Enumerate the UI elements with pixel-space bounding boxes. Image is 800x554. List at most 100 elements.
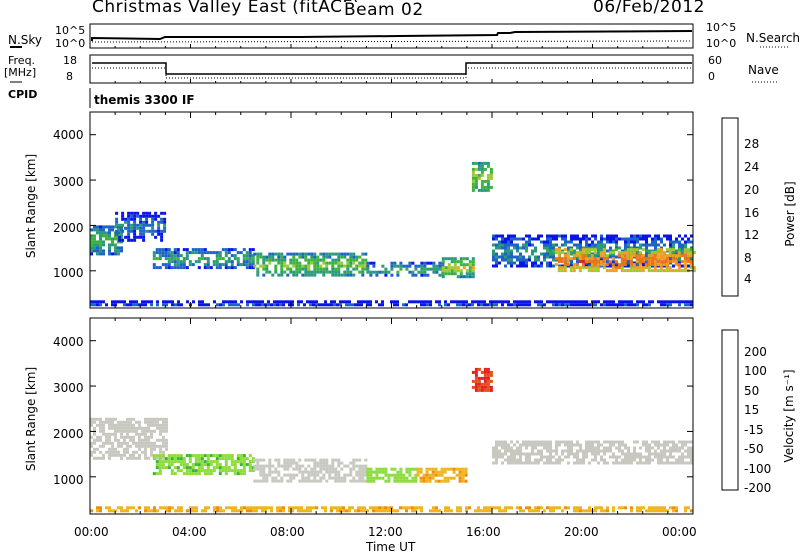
power-cell-band-7: [626, 269, 630, 273]
velocity-cell-band-1: [236, 469, 240, 473]
power-cell-band-6: [528, 240, 531, 244]
power-cell-band-2: [185, 266, 189, 270]
velocity-cell-band-0: [93, 450, 96, 454]
power-cell-band-9: [450, 300, 453, 304]
power-cell-band-9: [639, 300, 642, 304]
power-cell-band-6: [585, 240, 588, 244]
power-cell-band-6: [639, 237, 642, 241]
power-cell-band-1: [151, 223, 155, 227]
freq-panel-frame: [89, 54, 694, 84]
velocity-cell-band-0: [102, 444, 105, 448]
velocity-cell-band-4: [437, 470, 441, 474]
velocity-cell-band-0: [99, 420, 102, 424]
velocity-cell-band-1: [164, 460, 168, 464]
velocity-cell-band-0: [108, 450, 111, 454]
velocity-cell-band-5: [639, 461, 642, 465]
power-cell-band-9: [624, 300, 627, 304]
velocity-cell-band-3: [369, 470, 373, 474]
power-cell-band-4: [369, 261, 373, 265]
velocity-cell-band-5: [645, 446, 648, 450]
velocity-cell-band-2: [352, 479, 356, 483]
velocity-cell-band-5: [582, 455, 585, 459]
velocity-cell-band-1: [182, 463, 186, 467]
velocity-cell-band-5: [555, 458, 558, 462]
velocity-cell-band-5: [687, 452, 690, 456]
velocity-cell-band-0: [144, 441, 147, 445]
power-cell-band-2: [188, 260, 192, 264]
velocity-cell-band-7: [258, 506, 261, 510]
power-cell-band-1: [157, 226, 161, 230]
power-cell-band-6: [498, 240, 501, 244]
velocity-cell-band-0: [138, 426, 141, 430]
power-cell-band-3: [358, 270, 362, 274]
power-cell-band-5: [453, 263, 457, 267]
power-cell-band-7: [659, 266, 663, 270]
velocity-cell-band-1: [203, 460, 207, 464]
power-cell-band-4: [435, 270, 439, 274]
velocity-cell-band-3: [366, 473, 370, 477]
velocity-cell-band-5: [570, 443, 573, 447]
vel-cb-tick-100: 100: [744, 364, 767, 378]
velocity-cell-band-0: [156, 426, 159, 430]
velocity-cell-band-7: [573, 509, 576, 513]
power-cell-band-6: [492, 255, 495, 259]
velocity-ytick-4000: 4000: [53, 335, 84, 349]
velocity-cell-band-0: [108, 420, 111, 424]
power-cell-band-1: [160, 220, 164, 224]
power-cell-band-6: [654, 246, 657, 250]
power-cell-band-2: [167, 257, 171, 261]
velocity-cell-band-5: [537, 443, 540, 447]
velocity-cell-band-2: [265, 473, 269, 477]
velocity-cell-band-7: [96, 509, 99, 513]
power-cell-band-3: [358, 261, 362, 265]
velocity-cell-band-2: [364, 470, 368, 474]
power-cell-band-6: [579, 237, 582, 241]
power-cb-tick-28: 28: [744, 137, 760, 151]
power-cell-band-7: [581, 260, 585, 264]
velocity-cell-band-5: [543, 455, 546, 459]
power-cell-band-2: [194, 260, 198, 264]
velocity-cell-band-2: [283, 464, 287, 468]
power-cell-band-5: [468, 275, 472, 279]
velocity-cell-band-4: [425, 467, 429, 471]
velocity-cell-band-0: [105, 441, 108, 445]
power-cell-band-4: [399, 261, 403, 265]
velocity-cell-band-5: [504, 446, 507, 450]
velocity-cell-band-5: [561, 452, 564, 456]
power-cell-band-6: [579, 243, 582, 247]
velocity-cell-band-0: [105, 417, 108, 421]
power-cell-band-6: [561, 249, 564, 253]
power-cell-band-5: [471, 275, 475, 279]
velocity-cell-band-1: [194, 469, 198, 473]
velocity-cell-band-2: [277, 473, 281, 477]
power-cell-band-5: [441, 257, 445, 261]
power-cell-band-3: [316, 270, 320, 274]
power-cell-band-8: [480, 167, 484, 171]
velocity-cell-band-1: [191, 454, 195, 458]
velocity-cell-band-0: [159, 438, 162, 442]
velocity-cell-band-0: [123, 447, 126, 451]
power-cell-band-7: [566, 257, 570, 261]
power-cell-band-2: [167, 254, 171, 258]
velocity-cell-band-5: [531, 446, 534, 450]
power-cell-band-7: [602, 263, 606, 267]
power-cell-band-3: [292, 261, 296, 265]
power-cell-band-6: [678, 234, 681, 238]
velocity-cell-band-0: [102, 420, 105, 424]
power-cell-band-4: [438, 267, 442, 271]
velocity-cell-band-5: [510, 461, 513, 465]
velocity-cell-band-5: [549, 455, 552, 459]
velocity-cell-band-2: [331, 467, 335, 471]
velocity-cell-band-7: [387, 509, 390, 513]
power-cell-band-4: [426, 261, 430, 265]
power-cell-band-9: [366, 300, 369, 304]
power-cell-band-9: [543, 303, 546, 307]
power-cell-band-2: [176, 257, 180, 261]
power-cell-band-3: [283, 261, 287, 265]
power-cell-band-9: [276, 303, 279, 307]
power-cell-band-7: [671, 257, 675, 261]
velocity-cell-band-1: [170, 457, 174, 461]
power-cell-band-7: [587, 266, 591, 270]
power-cell-band-9: [456, 303, 459, 307]
velocity-cell-band-3: [393, 467, 397, 471]
